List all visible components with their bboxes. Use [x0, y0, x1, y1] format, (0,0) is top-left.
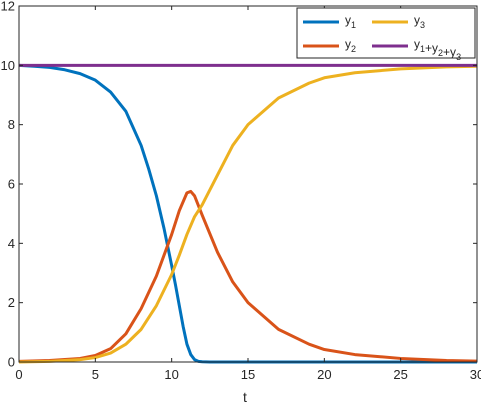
legend-box — [296, 7, 476, 59]
legend-label-2: y2 — [345, 37, 356, 54]
legend: y1 y3 y2 y1+y2+y3 — [296, 7, 476, 62]
y-tick-label: 10 — [1, 58, 15, 73]
x-tick-label: 30 — [470, 367, 481, 382]
legend-label-1: y1 — [345, 13, 356, 30]
y-tick-label: 8 — [8, 117, 15, 132]
series-line-3 — [18, 64, 478, 364]
x-tick-label: 15 — [241, 367, 255, 382]
x-axis-label: t — [243, 389, 247, 404]
x-tick-label: 20 — [317, 367, 331, 382]
x-tick-label: 0 — [15, 367, 22, 382]
y-tick-label: 4 — [8, 236, 15, 251]
plot-background — [19, 6, 477, 362]
y-tick-label: 12 — [1, 0, 15, 14]
y-tick-label: 0 — [8, 355, 15, 370]
x-tick-label: 10 — [164, 367, 178, 382]
x-tick-label: 5 — [92, 367, 99, 382]
series-line-2 — [18, 189, 478, 363]
legend-label-3: y3 — [414, 13, 425, 30]
y-tick-label: 2 — [8, 295, 15, 310]
plot-area — [19, 6, 477, 362]
y-tick-label: 6 — [8, 177, 15, 192]
x-tick-label: 25 — [393, 367, 407, 382]
legend-label-4: y1+y2+y3 — [414, 37, 461, 62]
